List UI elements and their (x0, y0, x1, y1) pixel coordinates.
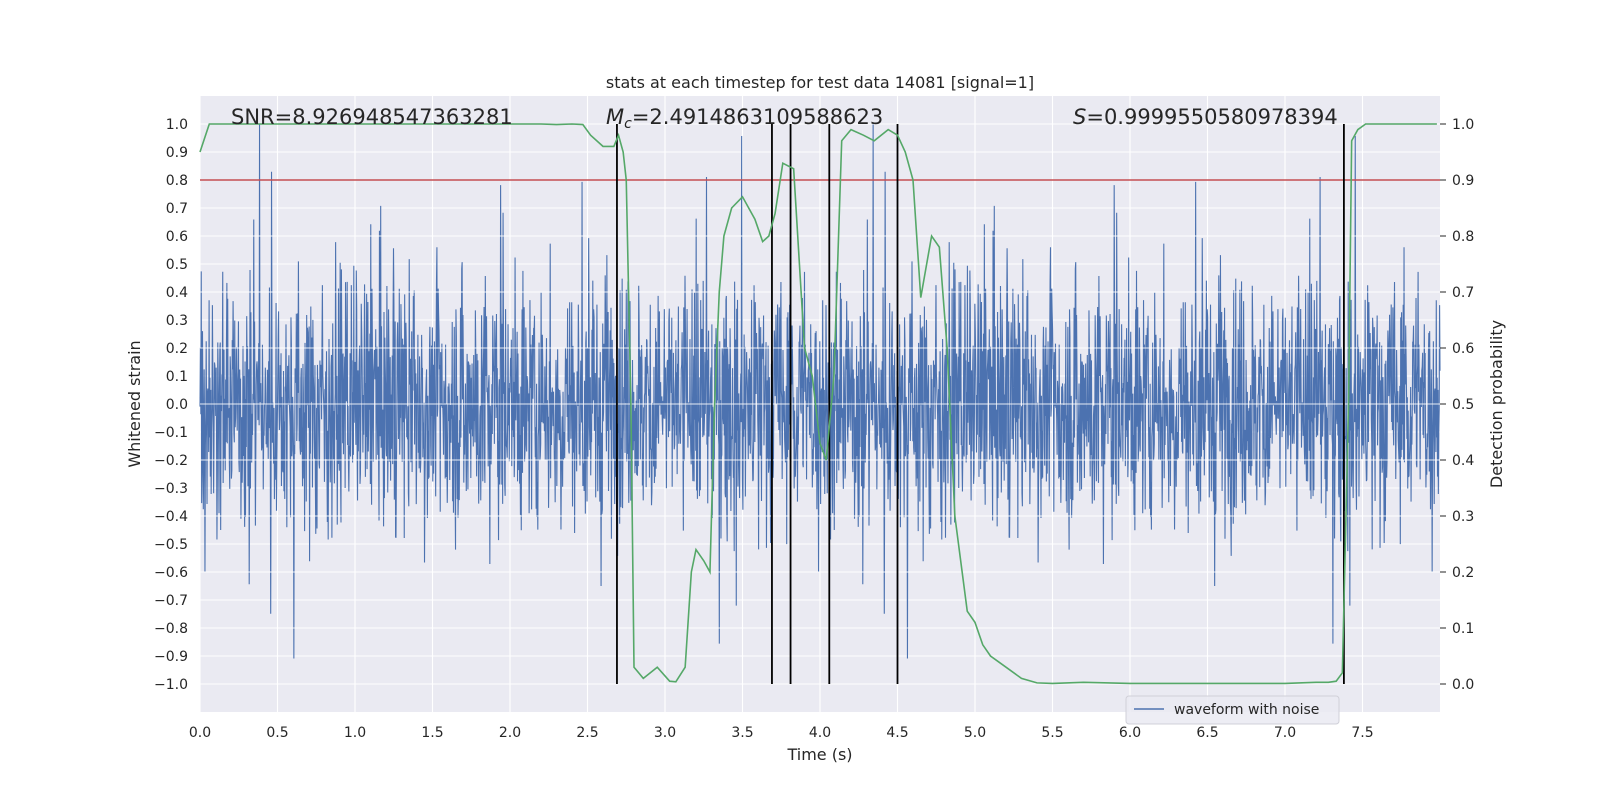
mc-subscript: c (624, 116, 632, 132)
right-tick-label: 0.6 (1452, 341, 1474, 357)
y-tick-label: −0.4 (154, 509, 188, 525)
s-value: =0.9999550580978394 (1086, 105, 1337, 129)
x-tick-label: 5.0 (964, 725, 986, 741)
waveform-series (199, 123, 1441, 659)
x-tick-label: 0.0 (189, 725, 211, 741)
x-axis-ticks: 0.0 0.5 1.0 1.5 2.0 2.5 3.0 3.5 4.0 4.5 5.0 5.5 6.0 6… (189, 725, 1374, 741)
x-tick-label: 6.5 (1196, 725, 1218, 741)
right-tick-label: 0.8 (1452, 229, 1474, 245)
x-tick-label: 6.0 (1119, 725, 1141, 741)
right-tick-label: 0.2 (1452, 565, 1474, 581)
y-tick-label: 1.0 (166, 117, 188, 133)
x-tick-label: 3.5 (731, 725, 753, 741)
y-tick-label: 0.0 (166, 397, 188, 413)
x-tick-label: 4.5 (886, 725, 908, 741)
probability-series (199, 123, 1437, 685)
chart-title: stats at each timestep for test data 140… (606, 73, 1034, 92)
legend-box (1125, 695, 1340, 725)
legend: waveform with noise (1125, 695, 1340, 725)
right-axis-label: Detection probability (1487, 320, 1506, 488)
right-tick-label: 0.7 (1452, 285, 1474, 301)
x-tick-label: 0.5 (266, 725, 288, 741)
mc-annotation: Mc=2.4914863109588623 (606, 105, 883, 132)
y-tick-label: −0.6 (154, 565, 188, 581)
s-symbol: S (1073, 105, 1086, 129)
right-tick-label: 0.4 (1452, 453, 1474, 469)
y-tick-label: 0.8 (166, 173, 188, 189)
y-tick-label: −0.9 (154, 649, 188, 665)
y-tick-label: 0.4 (166, 285, 188, 301)
right-tick-label: 0.5 (1452, 397, 1474, 413)
y-tick-label: 0.3 (166, 313, 188, 329)
y-axis-ticks: 1.0 0.9 0.8 0.7 0.6 0.5 0.4 0.3 0.2 0.1 0.0 −0.1 −0.… (154, 117, 188, 693)
y-tick-label: −0.3 (154, 481, 188, 497)
y-tick-label: −0.5 (154, 537, 188, 553)
y-tick-label: 0.2 (166, 341, 188, 357)
x-tick-label: 3.0 (654, 725, 676, 741)
right-tick-label: 0.9 (1452, 173, 1474, 189)
y-tick-label: −0.7 (154, 593, 188, 609)
x-tick-label: 2.5 (576, 725, 598, 741)
y-tick-label: −0.8 (154, 621, 188, 637)
x-tick-label: 1.5 (421, 725, 443, 741)
y-axis-label: Whitened strain (125, 340, 144, 467)
x-tick-label: 7.0 (1274, 725, 1296, 741)
x-tick-label: 5.5 (1041, 725, 1063, 741)
right-tick-label: 0.3 (1452, 509, 1474, 525)
right-axis-ticks: 1.0 0.9 0.8 0.7 0.6 0.5 0.4 0.3 0.2 0.1 0.0 (1440, 117, 1474, 693)
x-tick-label: 1.0 (344, 725, 366, 741)
x-axis-label: Time (s) (786, 745, 852, 764)
mc-symbol: M (606, 105, 624, 129)
y-tick-label: −0.1 (154, 425, 188, 441)
right-tick-label: 0.0 (1452, 677, 1474, 693)
s-annotation: S=0.9999550580978394 (1073, 105, 1338, 129)
legend-label: waveform with noise (1174, 702, 1319, 718)
right-tick-label: 1.0 (1452, 117, 1474, 133)
y-tick-label: −0.2 (154, 453, 188, 469)
x-tick-label: 4.0 (809, 725, 831, 741)
right-tick-label: 0.1 (1452, 621, 1474, 637)
y-tick-label: 0.9 (166, 145, 188, 161)
x-tick-label: 7.5 (1351, 725, 1373, 741)
snr-annotation: SNR=8.926948547363281 (231, 105, 513, 129)
y-tick-label: −1.0 (154, 677, 188, 693)
vertical-markers (616, 124, 1345, 684)
y-tick-label: 0.6 (166, 229, 188, 245)
y-tick-label: 0.7 (166, 201, 188, 217)
mc-value: =2.4914863109588623 (632, 105, 883, 129)
x-tick-label: 2.0 (499, 725, 521, 741)
y-tick-label: 0.1 (166, 369, 188, 385)
y-tick-label: 0.5 (166, 257, 188, 273)
